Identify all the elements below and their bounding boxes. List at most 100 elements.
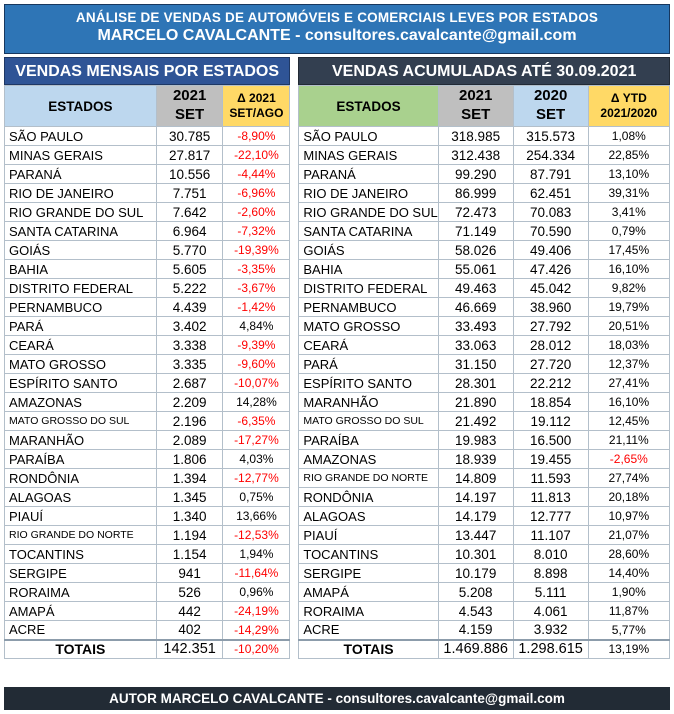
totals-delta-cell: -10,20% (222, 638, 291, 659)
v2021-cell: 3.335 (155, 354, 224, 374)
state-name-cell: SÃO PAULO (4, 126, 157, 146)
v2020-cell: 19.112 (512, 411, 589, 431)
ytd-col-header-delta-ytd: Δ YTD 2021/2020 (587, 85, 671, 127)
table-row: SANTA CATARINA 6.964 -7,32% (4, 221, 291, 241)
v2020-cell: 8.898 (512, 563, 589, 583)
ytd-cell: 21,07% (587, 525, 671, 545)
delta-cell: -6,96% (222, 183, 291, 203)
delta-cell: -9,39% (222, 335, 291, 355)
state-name-cell: TOCANTINS (298, 544, 439, 564)
table-row: PERNAMBUCO 4.439 -1,42% (4, 297, 291, 317)
state-name-cell: RIO GRANDE DO NORTE (4, 525, 157, 545)
v2020-cell: 8.010 (512, 544, 589, 564)
v2021-cell: 21.492 (437, 411, 514, 431)
v2021-cell: 4.543 (437, 601, 514, 621)
delta-cell: -12,77% (222, 468, 291, 488)
state-name-cell: CEARÁ (298, 335, 439, 355)
state-name-cell: PARAÍBA (298, 430, 439, 450)
delta-cell: -3,35% (222, 259, 291, 279)
state-name-cell: PIAUÍ (298, 525, 439, 545)
state-name-cell: PARANÁ (298, 164, 439, 184)
state-name-cell: ESPÍRITO SANTO (298, 373, 439, 393)
v2020-cell: 45.042 (512, 278, 589, 298)
state-name-cell: SANTA CATARINA (298, 221, 439, 241)
state-name-cell: ALAGOAS (298, 506, 439, 526)
table-row: RIO GRANDE DO SUL 7.642 -2,60% (4, 202, 291, 222)
state-name-cell: AMAPÁ (298, 582, 439, 602)
v2021-cell: 318.985 (437, 126, 514, 146)
table-row: TOCANTINS 10.301 8.010 28,60% (298, 544, 671, 564)
ytd-col-header-2020-set: 2020 SET (512, 85, 589, 127)
ytd-cell: 9,82% (587, 278, 671, 298)
ytd-cell: 18,03% (587, 335, 671, 355)
totals-v2021-cell: 1.469.886 (437, 638, 514, 659)
table-row: ACRE 4.159 3.932 5,77% (298, 620, 671, 640)
title-banner: ANÁLISE DE VENDAS DE AUTOMÓVEIS E COMERC… (4, 4, 670, 54)
v2021-cell: 99.290 (437, 164, 514, 184)
state-name-cell: PIAUÍ (4, 506, 157, 526)
v2021-cell: 19.983 (437, 430, 514, 450)
state-name-cell: SERGIPE (4, 563, 157, 583)
v2020-cell: 3.932 (512, 620, 589, 640)
table-row: SANTA CATARINA 71.149 70.590 0,79% (298, 221, 671, 241)
v2020-cell: 70.083 (512, 202, 589, 222)
state-name-cell: ALAGOAS (4, 487, 157, 507)
v2021-cell: 27.817 (155, 145, 224, 165)
table-row: PARANÁ 10.556 -4,44% (4, 164, 291, 184)
table-row: PARAÍBA 1.806 4,03% (4, 449, 291, 469)
table-row: BAHIA 55.061 47.426 16,10% (298, 259, 671, 279)
v2021-cell: 71.149 (437, 221, 514, 241)
delta-cell: 13,66% (222, 506, 291, 526)
ytd-sales-section: VENDAS ACUMULADAS ATÉ 30.09.2021 ESTADOS… (298, 57, 671, 659)
v2021-cell: 2.089 (155, 430, 224, 450)
delta-cell: -8,90% (222, 126, 291, 146)
delta-cell: 0,75% (222, 487, 291, 507)
delta-cell: -7,32% (222, 221, 291, 241)
ytd-sales-table: ESTADOS 2021 SET 2020 SET Δ YTD 2021/202… (298, 85, 671, 659)
ytd-cell: 16,10% (587, 259, 671, 279)
delta-cell: -4,44% (222, 164, 291, 184)
table-row: AMAZONAS 18.939 19.455 -2,65% (298, 449, 671, 469)
state-name-cell: GOIÁS (298, 240, 439, 260)
delta-cell: -11,64% (222, 563, 291, 583)
delta-cell: 4,84% (222, 316, 291, 336)
table-row: ALAGOAS 14.179 12.777 10,97% (298, 506, 671, 526)
ytd-cell: 12,37% (587, 354, 671, 374)
delta-cell: -3,67% (222, 278, 291, 298)
v2021-cell: 7.751 (155, 183, 224, 203)
delta-cell: 0,96% (222, 582, 291, 602)
state-name-cell: AMAPÁ (4, 601, 157, 621)
table-row: CEARÁ 33.063 28.012 18,03% (298, 335, 671, 355)
ytd-cell: 10,97% (587, 506, 671, 526)
v2021-cell: 5.605 (155, 259, 224, 279)
v2021-cell: 58.026 (437, 240, 514, 260)
state-name-cell: PARÁ (4, 316, 157, 336)
v2021-cell: 2.209 (155, 392, 224, 412)
table-row: DISTRITO FEDERAL 49.463 45.042 9,82% (298, 278, 671, 298)
state-name-cell: AMAZONAS (4, 392, 157, 412)
ytd-cell: 1,08% (587, 126, 671, 146)
state-name-cell: BAHIA (4, 259, 157, 279)
v2021-cell: 4.159 (437, 620, 514, 640)
table-row: ESPÍRITO SANTO 28.301 22.212 27,41% (298, 373, 671, 393)
v2021-cell: 14.197 (437, 487, 514, 507)
v2021-cell: 442 (155, 601, 224, 621)
v2020-cell: 18.854 (512, 392, 589, 412)
ytd-col-header-estados: ESTADOS (298, 85, 439, 127)
ytd-cell: 13,10% (587, 164, 671, 184)
state-name-cell: MARANHÃO (298, 392, 439, 412)
ytd-cell: 0,79% (587, 221, 671, 241)
ytd-cell: 27,74% (587, 468, 671, 488)
totals-row: TOTAIS 142.351 -10,20% (4, 638, 291, 659)
v2021-cell: 5.208 (437, 582, 514, 602)
v2020-cell: 11.593 (512, 468, 589, 488)
v2021-cell: 55.061 (437, 259, 514, 279)
state-name-cell: MATO GROSSO DO SUL (4, 411, 157, 431)
state-name-cell: MINAS GERAIS (298, 145, 439, 165)
state-name-cell: MATO GROSSO (4, 354, 157, 374)
table-row: SERGIPE 10.179 8.898 14,40% (298, 563, 671, 583)
v2020-cell: 87.791 (512, 164, 589, 184)
monthly-table-title: VENDAS MENSAIS POR ESTADOS (4, 57, 291, 85)
table-row: RIO DE JANEIRO 7.751 -6,96% (4, 183, 291, 203)
delta-cell: -19,39% (222, 240, 291, 260)
